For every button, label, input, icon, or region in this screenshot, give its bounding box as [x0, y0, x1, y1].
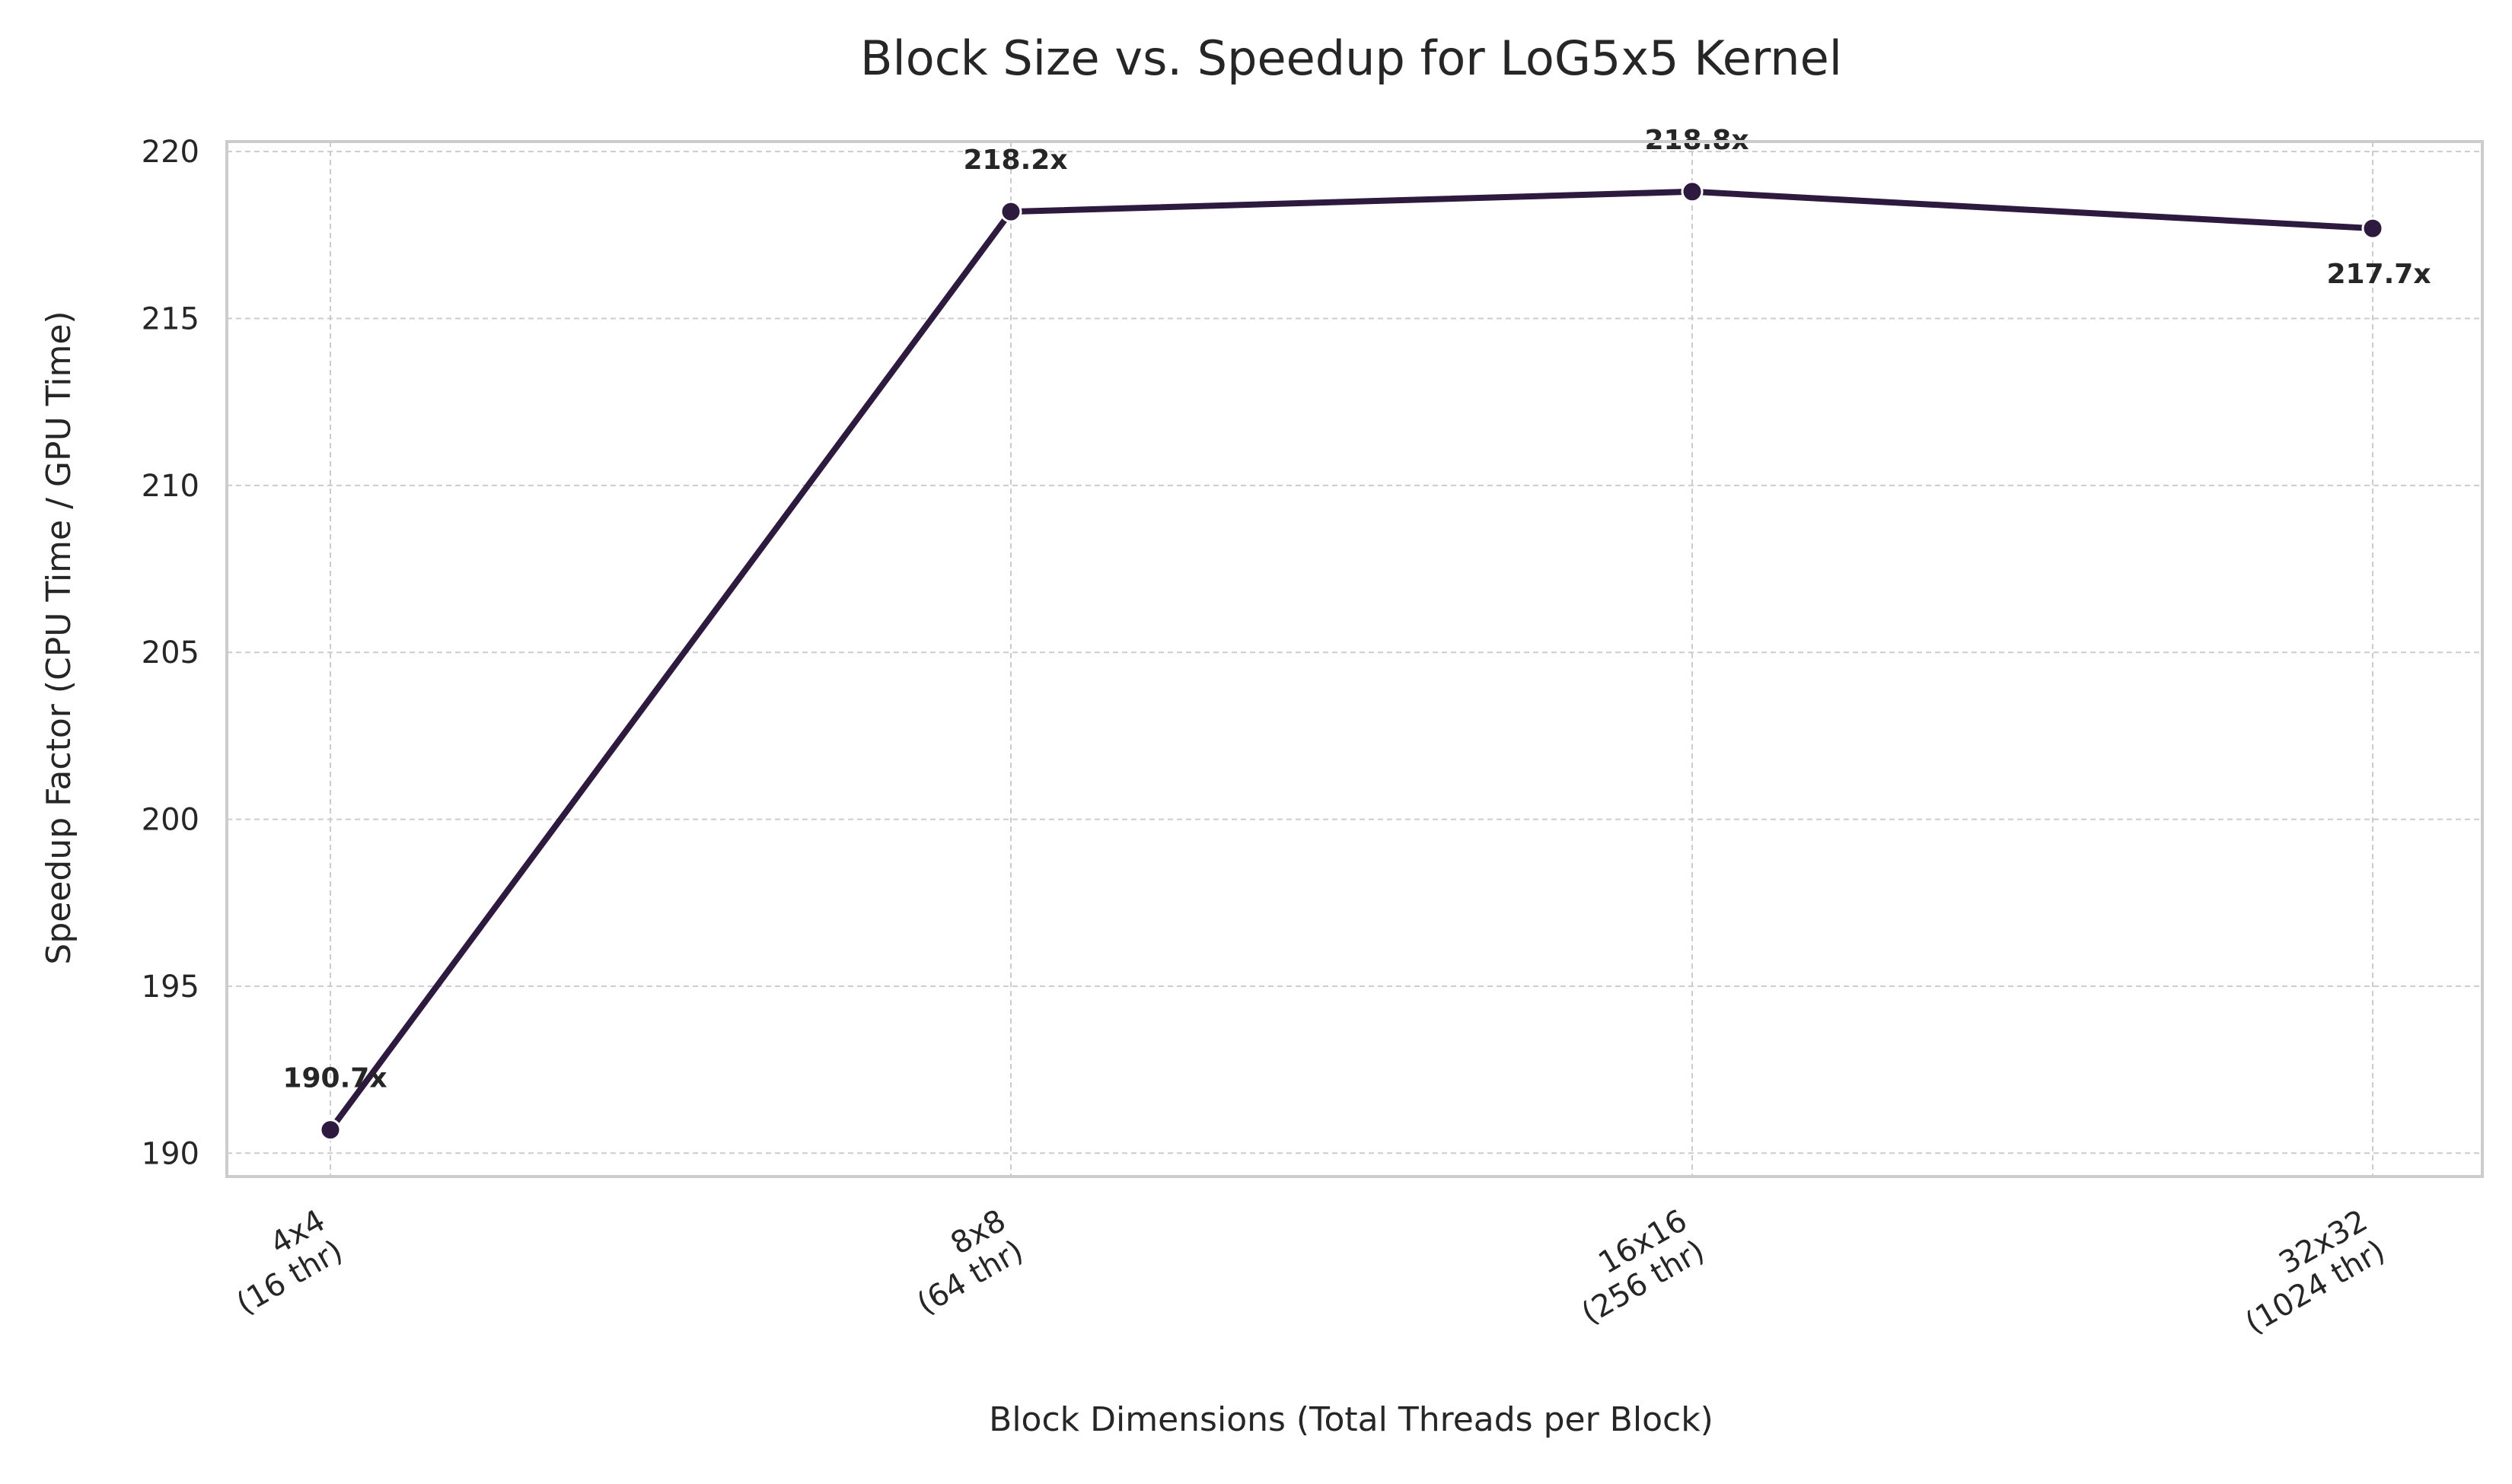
y-tick-label: 200: [142, 803, 199, 838]
series-layer: [319, 180, 2384, 1142]
chart-title: Block Size vs. Speedup for LoG5x5 Kernel: [860, 30, 1842, 86]
data-point: [319, 1119, 342, 1142]
x-tick-label: 16x16(256 thr): [1576, 1203, 1710, 1332]
data-point: [1681, 180, 1704, 203]
y-tick-label: 215: [142, 302, 199, 337]
y-axis-label: Speedup Factor (CPU Time / GPU Time): [40, 310, 78, 964]
x-axis-label: Block Dimensions (Total Threads per Bloc…: [989, 1400, 1713, 1439]
series-line: [327, 188, 2376, 1133]
data-point: [2361, 217, 2384, 240]
grid: [227, 142, 2482, 1177]
y-tick-label: 190: [142, 1136, 199, 1171]
data-point: [999, 200, 1022, 223]
y-tick-label: 205: [142, 635, 199, 670]
y-tick-label: 210: [142, 469, 199, 504]
x-tick-label: 32x32(1024 thr): [2239, 1203, 2391, 1341]
axis-ticks: 190 195 200 205 210 215 220 4x4(16 thr) 8x8(64 t…: [142, 135, 2391, 1341]
x-tick-label: 8x8(64 thr): [911, 1203, 1029, 1322]
data-label: 190.7x: [282, 1063, 387, 1094]
y-tick-label: 195: [142, 970, 199, 1005]
y-tick-label: 220: [142, 135, 199, 170]
x-tick-label: 4x4(16 thr): [231, 1203, 349, 1322]
plot-frame: [225, 140, 2484, 1178]
data-label: 217.7x: [2326, 259, 2431, 290]
data-label: 218.2x: [963, 145, 1067, 176]
